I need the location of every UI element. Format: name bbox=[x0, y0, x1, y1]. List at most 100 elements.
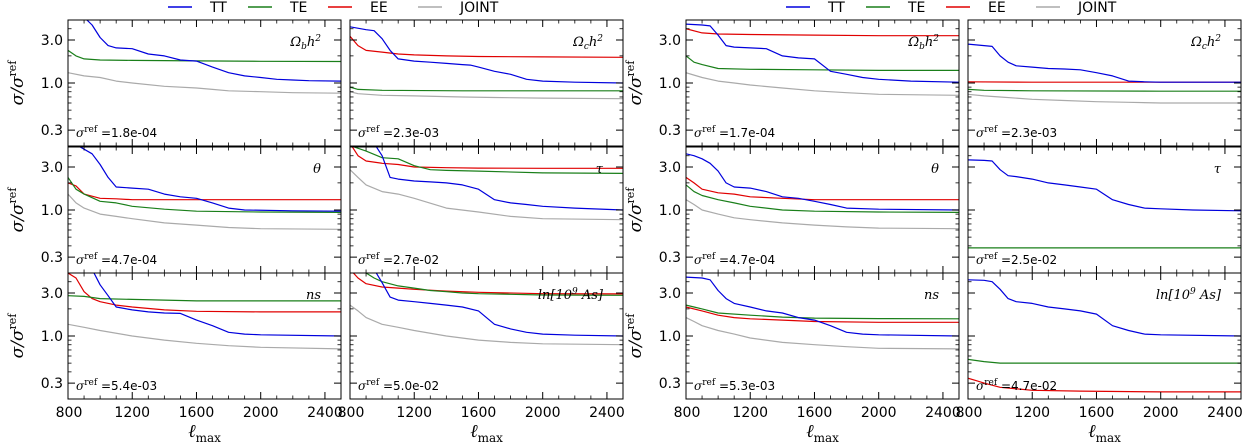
y-tick-label: 3.0 bbox=[659, 160, 681, 176]
x-tick-label: 2400 bbox=[307, 405, 343, 421]
sigma-ref-label: σref =1.7e-04 bbox=[694, 125, 775, 140]
y-tick-label: 0.3 bbox=[41, 250, 63, 266]
series-line-ee bbox=[686, 28, 959, 37]
series-line-ee bbox=[351, 147, 623, 169]
series-line-te bbox=[686, 304, 959, 320]
legend-label-tt: TT bbox=[827, 0, 845, 16]
x-tick-label: 800 bbox=[674, 405, 701, 421]
x-tick-label: 2400 bbox=[925, 405, 961, 421]
series-line-te bbox=[686, 55, 959, 71]
y-tick-label: 3.0 bbox=[41, 160, 63, 176]
param-label: ln[109 As] bbox=[538, 287, 604, 303]
x-tick-label: 2000 bbox=[1143, 405, 1179, 421]
panel-1-6: 800 1200 1600 2000 2400 ln[109 As] σref =5.0e-… bbox=[338, 272, 625, 421]
y-tick-label: 1.0 bbox=[41, 203, 63, 219]
panel-1-3: 3.0 1.0 0.3 θ σref =4.7e-04 bbox=[41, 146, 342, 274]
y-tick-label: 0.3 bbox=[41, 376, 63, 392]
x-tick-label: 1600 bbox=[797, 405, 833, 421]
y-tick-label: 0.3 bbox=[41, 123, 63, 139]
legend-label-te: TE bbox=[289, 0, 307, 16]
series-line-tt bbox=[375, 147, 623, 211]
param-label: ns bbox=[924, 288, 939, 303]
series-line-te bbox=[350, 86, 623, 92]
legend-label-tt: TT bbox=[209, 0, 227, 16]
legend: TT TE EE JOINT TT TE EE JOINT bbox=[168, 0, 1117, 16]
series-line-ee bbox=[686, 306, 959, 323]
y-axis-label: σ/σref bbox=[6, 60, 28, 106]
sigma-ref-label: σref =2.5e-02 bbox=[976, 252, 1057, 267]
series-line-ee bbox=[68, 182, 341, 201]
series-line-te bbox=[68, 177, 341, 213]
series-line-tt bbox=[968, 159, 1241, 212]
x-axis-label: ℓmax bbox=[1088, 421, 1121, 445]
series-lines bbox=[686, 153, 959, 230]
param-label: Ωbh2 bbox=[289, 34, 321, 52]
panel-1-5: 3.0 1.0 0.3 800 1200 1600 2000 2400 ns σref =5.4e… bbox=[41, 272, 343, 421]
series-line-joint bbox=[68, 193, 341, 230]
param-label: Ωbh2 bbox=[907, 34, 939, 52]
series-line-ee bbox=[686, 176, 959, 201]
series-line-joint bbox=[350, 304, 623, 346]
series-line-tt bbox=[968, 279, 1241, 337]
series-line-tt bbox=[350, 26, 623, 84]
x-axis-label: ℓmax bbox=[806, 421, 839, 445]
sigma-ref-label: σref =2.3e-03 bbox=[358, 125, 439, 140]
sigma-ref-label: σref =5.0e-02 bbox=[358, 378, 439, 393]
y-tick-label: 1.0 bbox=[659, 203, 681, 219]
x-tick-label: 2000 bbox=[243, 405, 279, 421]
param-label: τ bbox=[1214, 162, 1222, 177]
param-label: Ωch2 bbox=[1190, 34, 1221, 52]
series-lines bbox=[68, 147, 341, 230]
legend-label-joint: JOINT bbox=[1077, 0, 1117, 16]
series-lines bbox=[68, 273, 341, 350]
sigma-ref-label: σref =1.8e-04 bbox=[76, 125, 157, 140]
series-line-ee bbox=[350, 35, 623, 58]
series-line-joint bbox=[686, 72, 959, 96]
x-tick-label: 2400 bbox=[1207, 405, 1243, 421]
series-line-ee bbox=[968, 377, 1241, 393]
series-lines bbox=[68, 20, 341, 94]
series-line-te bbox=[968, 358, 1241, 364]
legend-label-joint: JOINT bbox=[459, 0, 499, 16]
series-lines bbox=[350, 26, 623, 100]
series-line-tt bbox=[686, 153, 959, 211]
sigma-ref-label: σref =2.3e-03 bbox=[976, 125, 1057, 140]
series-line-tt bbox=[79, 147, 341, 212]
panels: 3.0 1.0 0.3 Ωbh2 σref =1.8e-04 Ωch2 σref =2.3e… bbox=[6, 19, 1243, 445]
series-line-te bbox=[68, 295, 341, 302]
series-lines bbox=[350, 147, 623, 221]
series-lines bbox=[350, 273, 623, 346]
panel-2-2: Ωch2 σref =2.3e-03 bbox=[967, 19, 1242, 147]
param-label: ln[109 As] bbox=[1156, 287, 1222, 303]
x-tick-label: 2000 bbox=[861, 405, 897, 421]
panel-2-6: 800 1200 1600 2000 2400 ln[109 As] σref =4.7e-… bbox=[956, 272, 1243, 421]
y-axis-label: σ/σref bbox=[6, 187, 28, 233]
sigma-ref-label: σref =2.7e-02 bbox=[358, 252, 439, 267]
panel-1-2: Ωch2 σref =2.3e-03 bbox=[349, 19, 624, 147]
legend-label-ee: EE bbox=[370, 0, 388, 16]
series-line-te bbox=[968, 88, 1241, 92]
series-lines bbox=[968, 43, 1241, 104]
y-tick-label: 3.0 bbox=[659, 286, 681, 302]
panel-2-1: 3.0 1.0 0.3 Ωbh2 σref =1.7e-04 bbox=[659, 19, 960, 147]
sigma-ref-label: σref =5.3e-03 bbox=[694, 378, 775, 393]
series-line-te bbox=[68, 49, 341, 63]
series-line-joint bbox=[968, 93, 1241, 104]
y-tick-label: 0.3 bbox=[659, 123, 681, 139]
sigma-ref-label: σref =4.7e-04 bbox=[694, 252, 775, 267]
y-tick-label: 3.0 bbox=[41, 286, 63, 302]
x-tick-label: 1200 bbox=[396, 405, 432, 421]
x-tick-label: 1200 bbox=[1014, 405, 1050, 421]
panel-2-5: 3.0 1.0 0.3 800 1200 1600 2000 2400 ns σref =5.3e… bbox=[659, 272, 961, 421]
x-axis-label: ℓmax bbox=[470, 421, 503, 445]
y-axis-label: σ/σref bbox=[6, 313, 28, 359]
sigma-ref-label: σref =5.4e-03 bbox=[76, 378, 157, 393]
y-tick-label: 0.3 bbox=[659, 376, 681, 392]
legend-label-ee: EE bbox=[988, 0, 1006, 16]
series-line-tt bbox=[375, 273, 623, 337]
panel-2-4: τ σref =2.5e-02 bbox=[967, 146, 1242, 274]
series-line-joint bbox=[686, 199, 959, 230]
panel-2-3: 3.0 1.0 0.3 θ σref =4.7e-04 bbox=[659, 146, 960, 274]
panel-1-4: τ σref =2.7e-02 bbox=[349, 146, 624, 274]
